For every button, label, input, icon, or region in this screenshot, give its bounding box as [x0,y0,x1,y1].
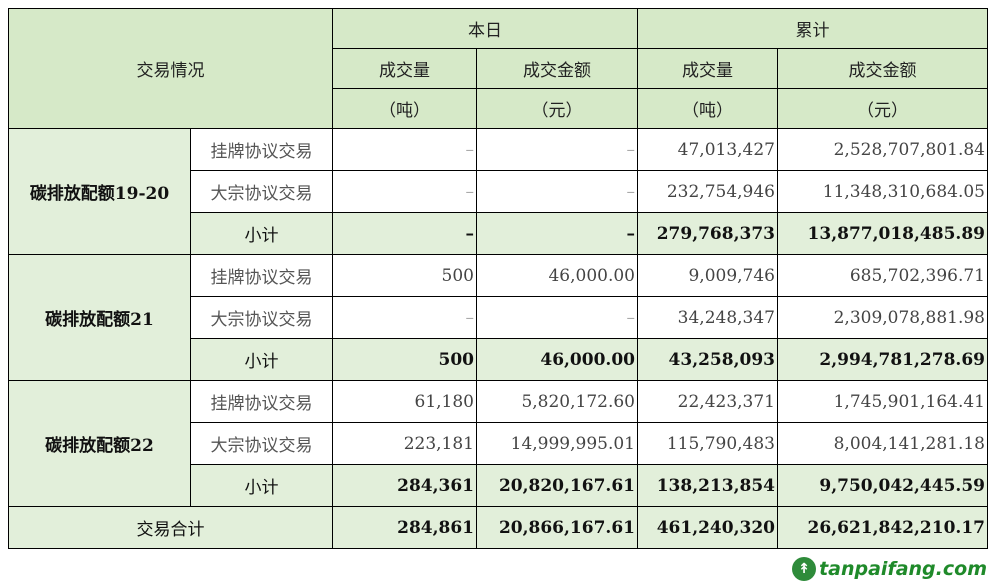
cell-d-vol: – [332,170,477,213]
cell-d-amt: – [476,128,638,171]
cell-d-amt: – [476,212,638,255]
cell-c-amt: 13,877,018,485.89 [777,212,988,255]
cell-c-vol: 138,213,854 [637,464,778,507]
cell-c-vol: 232,754,946 [637,170,778,213]
subtotal-row: 小计 284,361 20,820,167.61 138,213,854 9,750,0… [9,464,988,507]
cell-c-vol: 22,423,371 [637,380,778,423]
cell-d-amt: – [476,296,638,339]
header-today-amount: 成交金额 [476,48,638,89]
cell-c-amt: 8,004,141,281.18 [777,422,988,465]
subtotal-row: 小计 500 46,000.00 43,258,093 2,994,781,278.69 [9,338,988,381]
cell-d-vol: 500 [332,338,477,381]
subtotal-label: 小计 [190,464,333,507]
subtotal-label: 小计 [190,212,333,255]
cell-c-vol: 279,768,373 [637,212,778,255]
trade-type: 大宗协议交易 [190,170,333,213]
header-today: 本日 [332,8,638,49]
cell-c-amt: 26,621,842,210.17 [777,506,988,549]
total-label: 交易合计 [8,506,333,549]
cell-c-amt: 2,309,078,881.98 [777,296,988,339]
table-row: 大宗协议交易 – –232,754,946 11,348,310,684.05 [9,170,988,213]
cell-d-vol: 223,181 [332,422,477,465]
cell-c-vol: 47,013,427 [637,128,778,171]
total-row: 交易合计 284,861 20,866,167.61 461,240,320 26,62… [8,506,988,549]
cell-c-vol: 9,009,746 [637,254,778,297]
subtotal-label: 小计 [190,338,333,381]
watermark: ↟ tanpaifang.com [792,557,987,581]
cell-d-vol: – [332,296,477,339]
trade-type: 挂牌协议交易 [190,128,333,171]
cell-c-amt: 1,745,901,164.41 [777,380,988,423]
cell-d-amt: 14,999,995.01 [476,422,638,465]
carbon-trading-table: 交易情况 本日 累计 成交量 成交金额 成交量 成交金额 （吨） （元） （吨）… [8,8,988,549]
header-cum-amount-unit: （元） [777,88,988,129]
cell-c-amt: 2,528,707,801.84 [777,128,988,171]
cell-d-vol: – [332,128,477,171]
header-today-volume-unit: （吨） [332,88,477,129]
header-cum-volume-unit: （吨） [637,88,778,129]
cell-c-amt: 9,750,042,445.59 [777,464,988,507]
cell-d-amt: – [476,170,638,213]
table-row: 大宗协议交易 – –34,248,347 2,309,078,881.98 [9,296,988,339]
trade-type: 大宗协议交易 [190,422,333,465]
cell-d-vol: – [332,212,477,255]
header-cum-amount: 成交金额 [777,48,988,89]
trade-type: 大宗协议交易 [190,296,333,339]
header-cumulative: 累计 [637,8,988,49]
table-row: 碳排放配额19-20 挂牌协议交易 – –47,013,427 2,528,707,80… [8,128,988,255]
cell-c-vol: 34,248,347 [637,296,778,339]
cell-d-amt: 5,820,172.60 [476,380,638,423]
watermark-text: tanpaifang.com [819,558,987,580]
table-row: 大宗协议交易 223,181 14,999,995.01 115,790,483 8,0… [9,422,988,465]
cell-c-vol: 43,258,093 [637,338,778,381]
trade-type: 挂牌协议交易 [190,380,333,423]
group-label: 碳排放配额22 [8,380,191,507]
cell-d-vol: 500 [332,254,477,297]
cell-d-vol: 284,361 [332,464,477,507]
subtotal-row: 小计 – –279,768,373 13,877,018,485.89 [9,212,988,255]
group-label: 碳排放配额19-20 [8,128,191,255]
cell-c-amt: 11,348,310,684.05 [777,170,988,213]
header-today-amount-unit: （元） [476,88,638,129]
cell-c-vol: 115,790,483 [637,422,778,465]
header-today-volume: 成交量 [332,48,477,89]
cell-d-amt: 46,000.00 [476,338,638,381]
cell-d-vol: 61,180 [332,380,477,423]
table-row: 碳排放配额22 挂牌协议交易 61,180 5,820,172.60 22,423,37… [8,380,988,507]
cell-c-amt: 685,702,396.71 [777,254,988,297]
header-category: 交易情况 [8,8,333,129]
cell-d-amt: 20,820,167.61 [476,464,638,507]
cell-d-vol: 284,861 [332,506,477,549]
cell-c-vol: 461,240,320 [637,506,778,549]
cell-d-amt: 46,000.00 [476,254,638,297]
group-label: 碳排放配额21 [8,254,191,381]
table-row: 碳排放配额21 挂牌协议交易 500 46,000.00 9,009,746 685,70… [8,254,988,381]
leaf-logo-icon: ↟ [792,557,817,581]
cell-c-amt: 2,994,781,278.69 [777,338,988,381]
trade-type: 挂牌协议交易 [190,254,333,297]
header-cum-volume: 成交量 [637,48,778,89]
cell-d-amt: 20,866,167.61 [476,506,638,549]
